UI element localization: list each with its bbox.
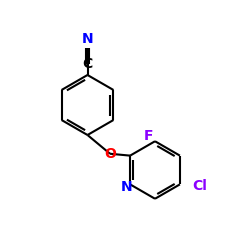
- Text: Cl: Cl: [192, 178, 207, 192]
- Text: F: F: [144, 129, 154, 143]
- Text: O: O: [104, 147, 116, 161]
- Text: C: C: [82, 57, 92, 71]
- Text: N: N: [82, 32, 93, 46]
- Text: N: N: [120, 180, 132, 194]
